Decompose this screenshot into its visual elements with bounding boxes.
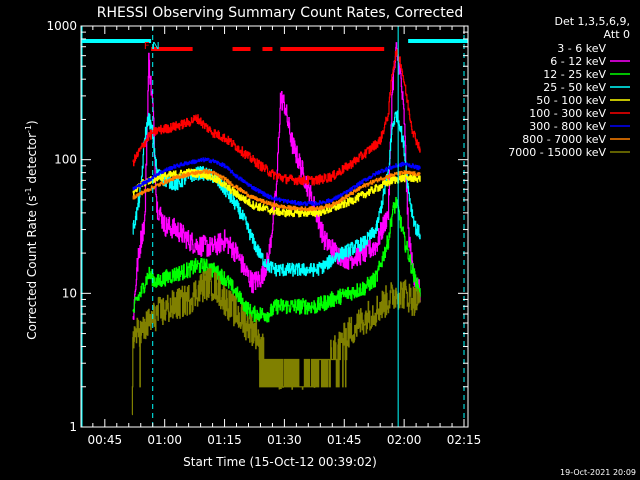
y-tick-label: 10 xyxy=(62,286,77,300)
legend-entry-label: 300 - 800 keV xyxy=(529,120,606,133)
legend-entry-label: 50 - 100 keV xyxy=(536,94,606,107)
legend-entry-label: 25 - 50 keV xyxy=(543,81,606,94)
x-tick-label: 02:00 xyxy=(387,433,422,447)
x-axis: 00:45 01:00 01:15 01:30 01:45 02:00 02:15 xyxy=(88,26,482,447)
legend-entry-label: 3 - 6 keV xyxy=(557,42,606,55)
series-line-6 xyxy=(132,48,421,186)
x-tick-label: 01:45 xyxy=(327,433,362,447)
y-tick-label: 100 xyxy=(54,153,77,167)
footer-timestamp: 19-Oct-2021 20:09 xyxy=(560,468,636,477)
series-line-7 xyxy=(132,157,421,206)
legend-entry-label: 800 - 7000 keV xyxy=(522,133,606,146)
series-line-3 xyxy=(132,197,421,323)
y-axis-label: Corrected Count Rate (s-1 detector-1) xyxy=(24,120,39,339)
chart-title: RHESSI Observing Summary Count Rates, Co… xyxy=(97,5,463,21)
legend-entry-label: 100 - 300 keV xyxy=(529,107,606,120)
y-tick-label: 1 xyxy=(69,420,77,434)
x-tick-label: 01:15 xyxy=(207,433,242,447)
x-tick-label: 01:00 xyxy=(147,433,182,447)
y-axis-label-exp-2: -1 xyxy=(24,125,33,133)
y-tick-label: 1000 xyxy=(46,19,77,33)
y-axis-label-part-3: ) xyxy=(25,120,39,125)
y-axis: 1 10 100 1000 xyxy=(46,19,468,434)
flag-label-n: N xyxy=(152,41,159,52)
x-tick-label: 00:45 xyxy=(88,433,123,447)
flag-label-f: F xyxy=(144,41,150,52)
series-line-2 xyxy=(132,42,421,320)
legend-entry-label: 6 - 12 keV xyxy=(550,55,606,68)
series-line-4 xyxy=(132,110,421,277)
y-axis-label-part-1: Corrected Count Rate (s xyxy=(25,195,39,339)
series-line-9 xyxy=(131,268,421,416)
legend-entry-label: 12 - 25 keV xyxy=(543,68,606,81)
legend-header-line: Det 1,3,5,6,9, xyxy=(554,15,630,28)
x-axis-label: Start Time (15-Oct-12 00:39:02) xyxy=(183,455,377,469)
y-axis-label-exp-1: -1 xyxy=(24,187,33,195)
x-tick-label: 02:15 xyxy=(447,433,482,447)
legend-entry-label: 7000 - 15000 keV xyxy=(508,146,606,159)
series-layer xyxy=(131,35,421,416)
series-line-8 xyxy=(132,168,421,212)
x-tick-label: 01:30 xyxy=(267,433,302,447)
plot-frame xyxy=(80,25,469,428)
legend-header-line: Att 0 xyxy=(604,28,630,41)
series-line-5 xyxy=(132,168,421,218)
y-axis-label-part-2: detector xyxy=(25,133,39,188)
